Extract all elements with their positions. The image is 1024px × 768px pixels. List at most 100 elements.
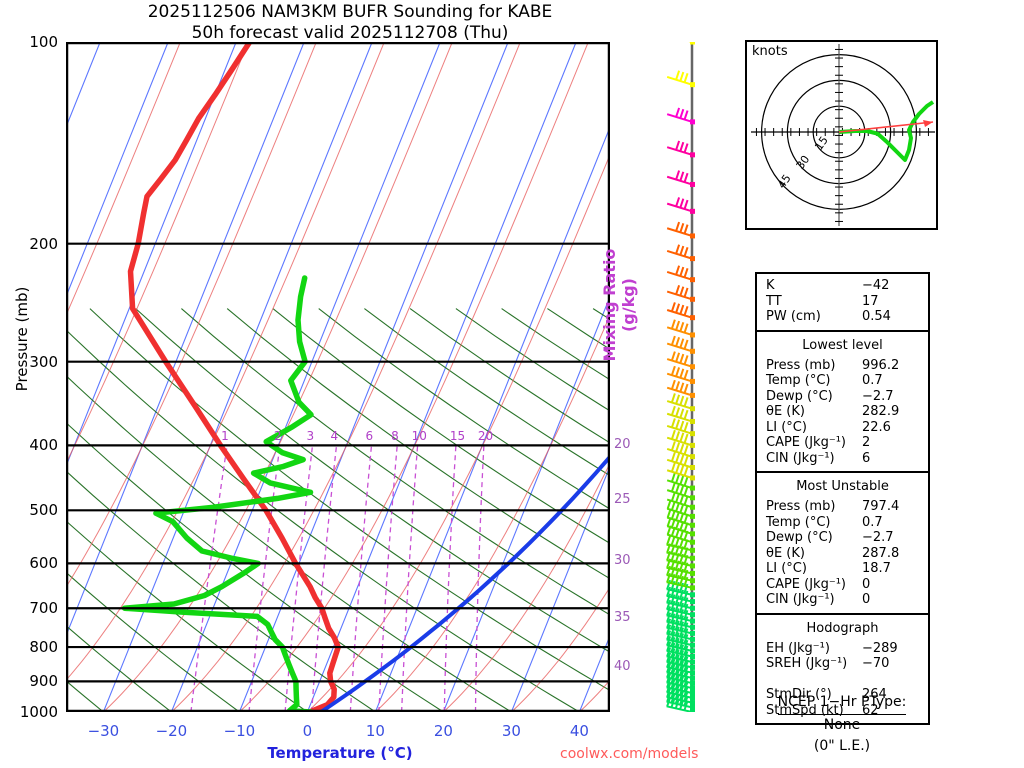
stats-indices-section: K −42 TT 17 PW (cm) 0.54 <box>757 274 928 332</box>
stat-index-row: K −42 <box>757 278 928 294</box>
stat-index-value: 17 <box>862 293 879 309</box>
watermark: coolwx.com/models <box>560 746 699 762</box>
pressure-tick-800: 800 <box>29 638 58 657</box>
chart-title: 2025112506 NAM3KM BUFR Sounding for KABE… <box>0 2 700 44</box>
stat-hodo-row: StmDir (°) 264 <box>757 687 928 703</box>
stat-index-key: K <box>766 278 775 293</box>
stat-unstable-row: Press (mb) 797.4 <box>757 499 928 515</box>
ncep-ptype-panel: NCEP 1−Hr PType: None (0" L.E.) <box>742 692 942 757</box>
stat-hodo-value: −70 <box>862 656 890 671</box>
skewt-diagram <box>66 42 610 712</box>
hodograph-units-label: knots <box>752 44 788 59</box>
mixing-ratio-value-10: 10 <box>411 429 427 444</box>
pressure-tick-700: 700 <box>29 599 58 618</box>
stat-lowest-key: Temp (°C) <box>766 373 831 388</box>
svg-text:45: 45 <box>775 172 794 191</box>
most-unstable-header: Most Unstable <box>796 479 889 494</box>
stat-hodo-key: SREH (Jkg⁻¹) <box>766 656 848 671</box>
stat-lowest-value: −2.7 <box>862 388 894 404</box>
stat-lowest-value: 2 <box>862 435 871 450</box>
mixing-ratio-value-15: 15 <box>449 429 466 444</box>
stat-unstable-key: Dewp (°C) <box>766 530 833 545</box>
stat-unstable-row: LI (°C) 18.7 <box>757 561 928 577</box>
pressure-tick-300: 300 <box>29 352 58 371</box>
height-label-20: 20 <box>614 437 631 452</box>
stat-hodo-value: 264 <box>862 687 887 702</box>
x-axis-label-text: Temperature ( <box>267 744 388 762</box>
stat-unstable-value: −2.7 <box>862 530 894 545</box>
stat-index-row: PW (cm) 0.54 <box>757 309 928 325</box>
title-line-1: 2025112506 NAM3KM BUFR Sounding for KABE <box>147 2 553 22</box>
stat-lowest-row: θE (K) 282.9 <box>757 404 928 420</box>
pressure-tick-400: 400 <box>29 436 58 455</box>
temperature-tick-40: 40 <box>569 722 589 740</box>
stat-lowest-key: LI (°C) <box>766 419 807 435</box>
stats-most-unstable-section: Most Unstable Press (mb) 797.4 Temp (°C) 0.… <box>757 473 928 615</box>
mixing-ratio-value-6: 6 <box>365 429 374 444</box>
sounding-statistics-panel: K −42 TT 17 PW (cm) 0.54 Lowest level Press (… <box>755 272 930 725</box>
wind-barb-column <box>666 42 695 712</box>
stat-lowest-value: 996.2 <box>862 357 900 373</box>
svg-text:15: 15 <box>812 134 831 153</box>
stat-unstable-value: 287.8 <box>862 545 900 561</box>
svg-text:30: 30 <box>794 153 813 172</box>
stat-index-value: 0.54 <box>862 309 891 324</box>
stat-unstable-row: Dewp (°C) −2.7 <box>757 530 928 546</box>
stat-index-value: −42 <box>862 278 890 293</box>
stat-unstable-value: 18.7 <box>862 561 891 576</box>
stat-lowest-row: CAPE (Jkg⁻¹) 2 <box>757 435 928 451</box>
stat-hodo-row <box>757 672 928 688</box>
mixing-ratio-axis-label: Mixing Ratio (g/kg) <box>600 248 638 362</box>
stat-hodo-value: −289 <box>862 640 898 656</box>
height-label-40: 40 <box>614 659 631 674</box>
temperature-tick--30: −30 <box>87 722 120 740</box>
mixing-ratio-value-8: 8 <box>391 429 399 444</box>
stat-lowest-value: 0.7 <box>862 373 883 388</box>
stat-index-key: PW (cm) <box>766 309 821 324</box>
stats-lowest-level-section: Lowest level Press (mb) 996.2 Temp (°C) 0.7… <box>757 332 928 473</box>
stat-lowest-row: Press (mb) 996.2 <box>757 358 928 374</box>
mixing-ratio-value-2: 2 <box>273 429 282 444</box>
ptype-amount: (0" L.E.) <box>813 738 871 754</box>
x-axis-unit: °C) <box>387 744 413 762</box>
stat-unstable-key: θE (K) <box>766 545 805 561</box>
stat-lowest-key: CAPE (Jkg⁻¹) <box>766 435 846 450</box>
ptype-header: NCEP 1−Hr PType: <box>777 692 907 715</box>
pressure-tick-900: 900 <box>29 672 58 691</box>
stat-unstable-row: Temp (°C) 0.7 <box>757 515 928 531</box>
stat-hodo-row: StmSpd (kt) 62 <box>757 703 928 719</box>
stat-lowest-value: 6 <box>862 450 871 466</box>
stat-unstable-key: CAPE (Jkg⁻¹) <box>766 576 846 592</box>
height-label-25: 25 <box>614 492 631 507</box>
stat-unstable-key: LI (°C) <box>766 561 807 576</box>
stat-index-key: TT <box>766 293 782 309</box>
stat-lowest-value: 282.9 <box>862 404 900 419</box>
temperature-tick-20: 20 <box>433 722 453 740</box>
temperature-tick--20: −20 <box>155 722 188 740</box>
mixing-ratio-value-1: 1 <box>221 429 229 444</box>
y-axis-label: Pressure (mb) <box>13 286 31 392</box>
stat-lowest-value: 22.6 <box>862 419 891 435</box>
stat-lowest-key: θE (K) <box>766 404 805 419</box>
stat-lowest-row: LI (°C) 22.6 <box>757 420 928 436</box>
stat-unstable-row: θE (K) 287.8 <box>757 546 928 562</box>
stat-hodo-value: 62 <box>862 702 879 718</box>
stat-unstable-key: CIN (Jkg⁻¹) <box>766 592 835 607</box>
stat-lowest-row: Temp (°C) 0.7 <box>757 373 928 389</box>
stat-lowest-row: Dewp (°C) −2.7 <box>757 389 928 405</box>
stat-unstable-row: CAPE (Jkg⁻¹) 0 <box>757 577 928 593</box>
temperature-tick--10: −10 <box>223 722 256 740</box>
stat-unstable-value: 0 <box>862 576 871 592</box>
lowest-level-header: Lowest level <box>802 337 883 353</box>
pressure-tick-100: 100 <box>29 33 58 51</box>
pressure-tick-500: 500 <box>29 501 58 520</box>
mixing-ratio-value-3: 3 <box>306 429 315 444</box>
height-label-30: 30 <box>614 553 631 568</box>
stat-hodo-key: StmSpd (kt) <box>766 702 844 718</box>
height-label-35: 35 <box>614 610 631 625</box>
pressure-tick-600: 600 <box>29 554 58 573</box>
stat-lowest-key: CIN (Jkg⁻¹) <box>766 450 835 466</box>
title-line-2: 50h forecast valid 2025112708 (Thu) <box>191 23 509 43</box>
stat-unstable-value: 0 <box>862 592 871 607</box>
